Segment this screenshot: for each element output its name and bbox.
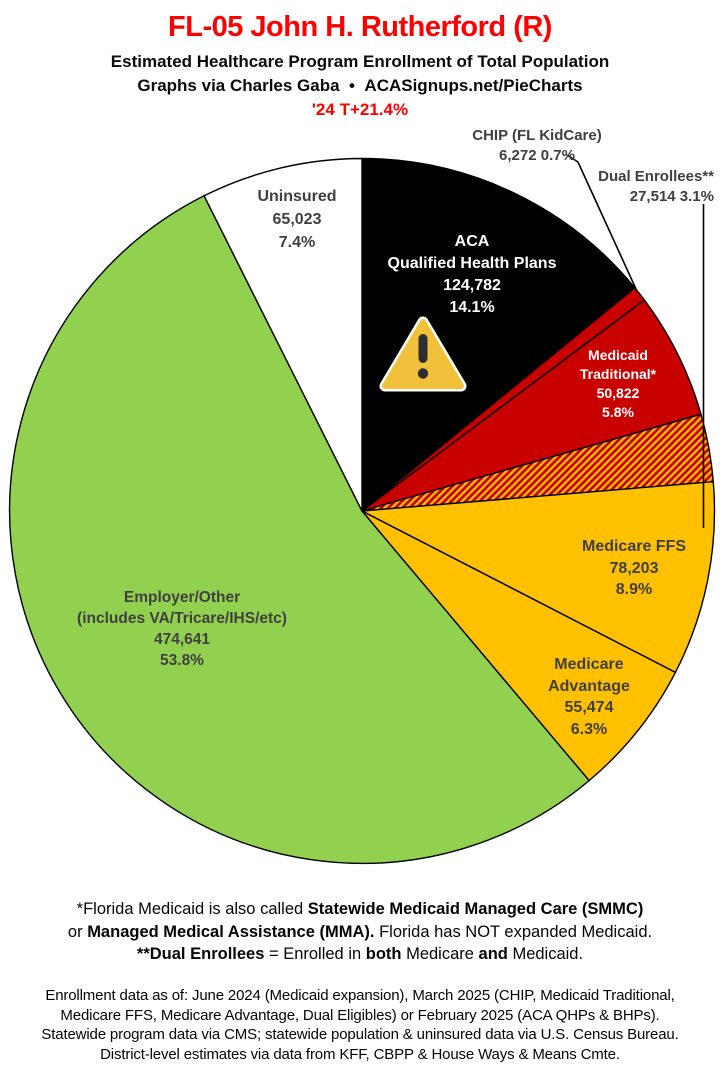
growth-note: '24 T+21.4% [311,100,409,119]
label-aca-qhp: ACA Qualified Health Plans 124,782 14.1% [387,233,557,316]
label-employer-other: Employer/Other (includes VA/Tricare/IHS/… [77,589,287,669]
chart-subtitle: Estimated Healthcare Program Enrollment … [110,52,610,71]
credit-line: Graphs via Charles Gaba • ACASignups.net… [137,76,583,95]
pie-slice-medicaid-traditional [361,299,702,512]
source-note: Enrollment data as of: June 2024 (Medica… [41,987,679,1063]
pie-slice-medicare-ffs [359,480,716,674]
label-medicare-advantage: Medicare Advantage 55,474 6.3% [548,656,630,738]
pie-slice-aca-qhp [361,157,636,513]
footnote-medicaid: *Florida Medicaid is also called Statewi… [67,900,653,963]
label-medicare-ffs: Medicare FFS 78,203 8.9% [581,538,687,598]
pie-slices-group [8,157,716,865]
pie-slice-uninsured [203,157,363,512]
pie-slice-medicare-advantage [361,510,677,782]
callout-dual-enrollees: Dual Enrollees** 27,514 3.1% [598,168,714,205]
chip-leader-line [566,154,637,290]
pie-slice-employer-other [8,194,591,865]
page-title: FL-05 John H. Rutherford (R) [168,11,552,43]
warning-icon [379,316,467,392]
label-uninsured: Uninsured 65,023 7.4% [257,188,337,251]
label-medicaid-traditional: Medicaid Traditional* 50,822 5.8% [579,347,657,420]
callout-chip: CHIP (FL KidCare) 6,272 0.7% [472,127,602,164]
